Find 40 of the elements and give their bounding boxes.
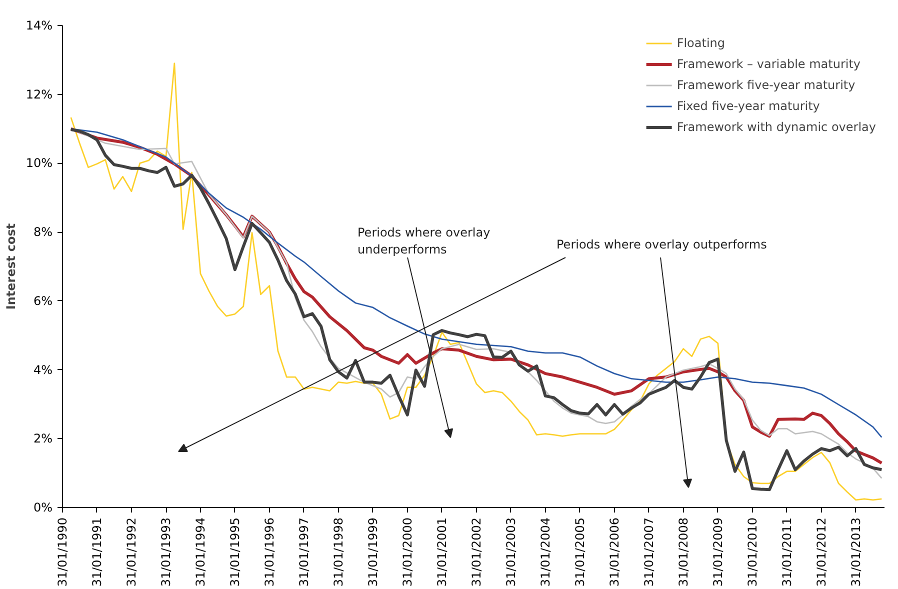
y-tick-label: 12% bbox=[26, 87, 52, 102]
x-tick-label: 31/01/2009 bbox=[710, 517, 725, 587]
x-tick-label: 31/01/2004 bbox=[538, 517, 552, 587]
x-tick-label: 31/01/2003 bbox=[504, 517, 518, 587]
legend-label: Framework with dynamic overlay bbox=[676, 120, 876, 134]
x-tick-label: 31/01/1990 bbox=[56, 517, 70, 587]
y-tick-label: 0% bbox=[33, 500, 53, 514]
x-tick-label: 31/01/2010 bbox=[745, 517, 760, 587]
y-tick-label: 6% bbox=[33, 294, 53, 308]
x-tick-label: 31/01/1999 bbox=[366, 517, 380, 587]
x-tick-label: 31/01/2011 bbox=[780, 517, 794, 587]
x-tick-label: 31/01/2002 bbox=[469, 517, 484, 587]
annotation: Periods where overlay underperforms bbox=[358, 226, 490, 256]
y-tick-label: 14% bbox=[26, 18, 52, 32]
y-tick-label: 10% bbox=[26, 156, 52, 170]
x-tick-label: 31/01/2012 bbox=[814, 517, 828, 587]
x-tick-label: 31/01/1998 bbox=[331, 517, 346, 587]
x-tick-label: 31/01/2005 bbox=[572, 517, 587, 587]
legend-label: Floating bbox=[676, 36, 726, 50]
x-tick-label: 31/01/1995 bbox=[228, 517, 242, 587]
x-tick-label: 31/01/2013 bbox=[848, 517, 863, 587]
y-tick-label: 2% bbox=[33, 432, 53, 446]
x-tick-label: 31/01/2008 bbox=[676, 517, 690, 587]
x-tick-label: 31/01/1991 bbox=[90, 517, 104, 587]
y-tick-label: 8% bbox=[33, 225, 53, 240]
legend-label: Fixed five-year maturity bbox=[676, 99, 820, 113]
legend-label: Framework five-year maturity bbox=[676, 78, 856, 92]
x-tick-label: 31/01/1992 bbox=[124, 517, 138, 587]
y-axis-title: Interest cost bbox=[4, 223, 18, 310]
legend-label: Framework – variable maturity bbox=[676, 57, 861, 71]
annotation: Periods where overlay outperforms bbox=[556, 238, 767, 252]
x-tick-label: 31/01/2006 bbox=[607, 517, 622, 587]
x-tick-label: 31/01/1993 bbox=[159, 517, 174, 587]
x-tick-label: 31/01/1994 bbox=[193, 517, 208, 587]
x-tick-label: 31/01/2007 bbox=[642, 517, 656, 587]
y-tick-label: 4% bbox=[33, 362, 53, 377]
x-tick-label: 31/01/2001 bbox=[434, 517, 449, 587]
x-tick-label: 31/01/2000 bbox=[400, 517, 414, 587]
x-tick-label: 31/01/1997 bbox=[296, 517, 311, 587]
x-tick-label: 31/01/1996 bbox=[262, 517, 276, 587]
